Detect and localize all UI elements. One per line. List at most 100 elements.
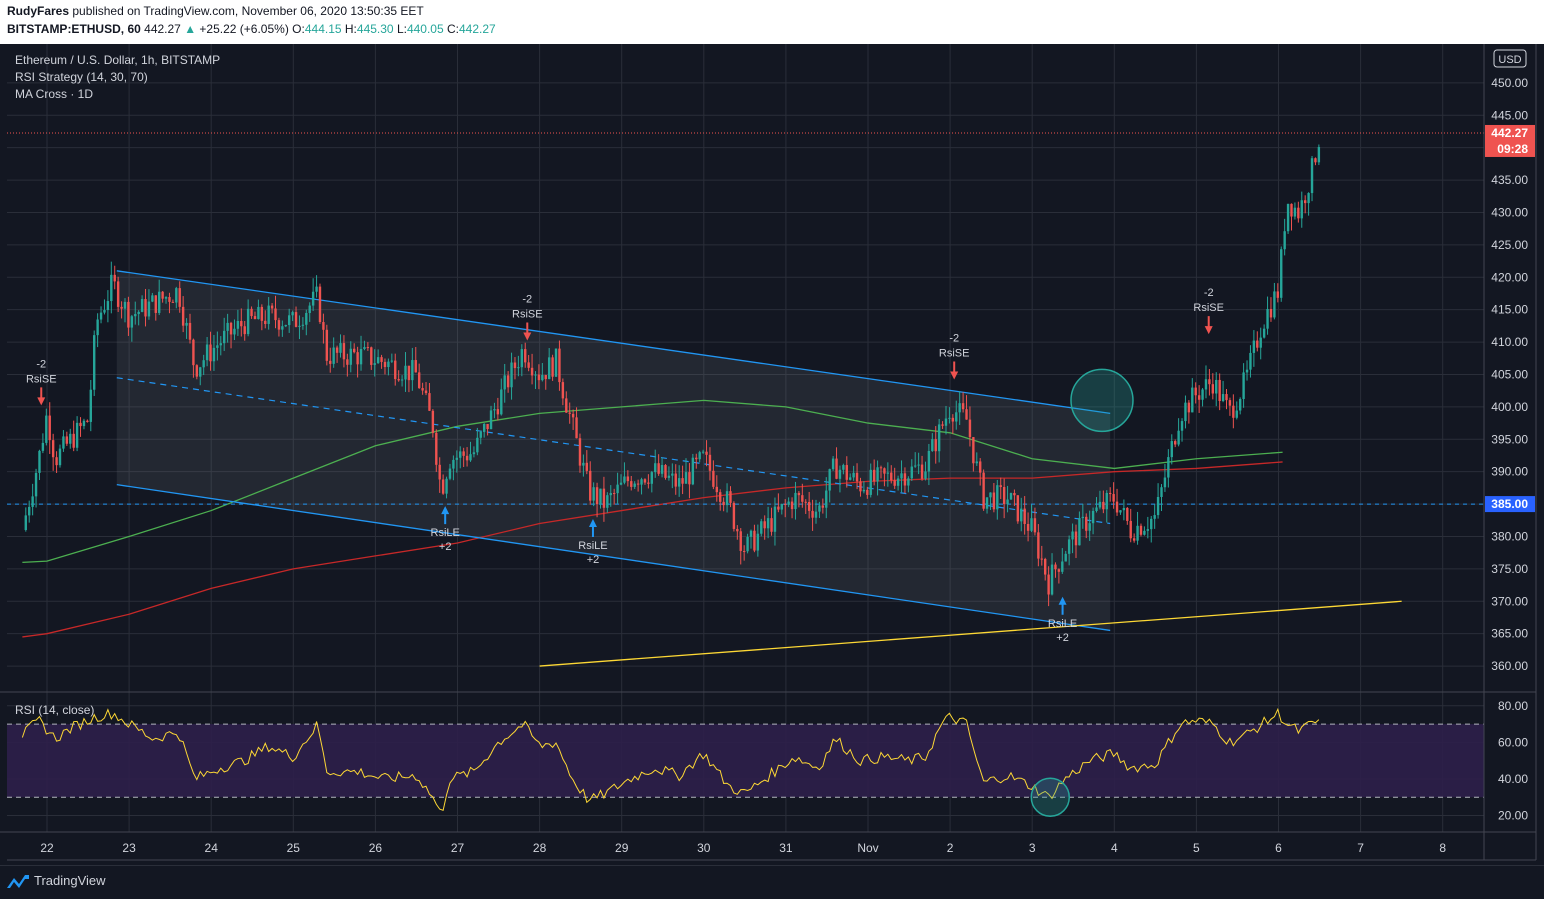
candle-body (1249, 352, 1252, 370)
candle-body (144, 299, 147, 317)
price-chart[interactable]: -2 RsiSE RsiLE +2 -2 RsiSE RsiLE +2 -2 RsiSE RsiLE… (0, 44, 1544, 865)
candle-body (414, 360, 417, 373)
candle-body (825, 490, 828, 508)
candle-body (541, 375, 544, 381)
candle-body (965, 409, 968, 420)
candle-body (130, 316, 134, 328)
candle-body (1170, 441, 1173, 458)
candle-body (554, 348, 558, 377)
candle-body (1132, 538, 1136, 541)
signal-qty: +2 (439, 541, 452, 553)
candle-body (838, 469, 842, 479)
candle-body (1040, 558, 1043, 560)
candle-body (606, 495, 609, 508)
candle-body (99, 312, 103, 320)
chart-title: Ethereum / U.S. Dollar, 1h, BITSTAMP (15, 53, 221, 67)
candle-body (1067, 539, 1071, 554)
candle-body (804, 501, 807, 503)
candle-body (479, 431, 482, 438)
candle-body (277, 320, 281, 330)
candle-body (527, 362, 530, 368)
candle-body (411, 360, 414, 381)
candle-body (821, 505, 825, 508)
rsi-band (7, 724, 1484, 798)
candle-body (879, 467, 883, 469)
price-change: +25.22 (+6.05%) (199, 22, 289, 36)
symbol: BITSTAMP:ETHUSD, 60 (7, 22, 141, 36)
candle-body (75, 422, 79, 448)
candle-body (134, 314, 137, 317)
candle-body (301, 324, 305, 326)
x-tick-label: 27 (451, 841, 465, 855)
candle-body (240, 321, 243, 327)
signal-label: RsiLE (431, 527, 460, 539)
price-tick-label: 380.00 (1491, 529, 1528, 543)
candle-body (267, 305, 270, 324)
candle-body (233, 328, 236, 335)
candle-body (1160, 487, 1163, 497)
ma-legend[interactable]: MA Cross · 1D (15, 87, 94, 101)
candle-body (400, 379, 404, 381)
candle-body (424, 390, 428, 394)
candle-body (616, 484, 619, 494)
candle-body (428, 393, 431, 411)
candle-body (185, 322, 188, 326)
candle-body (1317, 147, 1321, 163)
brand-name[interactable]: TradingView (34, 873, 106, 888)
candle-body (246, 308, 250, 335)
candle-body (1043, 558, 1047, 575)
candle-body (561, 382, 565, 399)
candle-body (801, 495, 804, 502)
short-signal-arrow-icon (1204, 316, 1213, 335)
candle-body (763, 521, 766, 529)
rsi-tick-label: 40.00 (1498, 772, 1528, 786)
candle-body (510, 362, 513, 388)
candle-body (123, 301, 127, 309)
candle-body (524, 349, 527, 363)
candle-body (688, 472, 691, 485)
candle-body (1314, 158, 1317, 163)
candle-body (896, 478, 900, 486)
candle-body (236, 321, 240, 329)
candle-body (103, 310, 106, 313)
candle-body (171, 301, 175, 303)
candle-body (599, 488, 602, 505)
candle-body (746, 536, 749, 552)
candle-body (1259, 337, 1262, 348)
candle-body (585, 462, 589, 471)
price-tick-label: 390.00 (1491, 465, 1528, 479)
strategy-legend[interactable]: RSI Strategy (14, 30, 70) (15, 70, 148, 84)
candle-body (1197, 395, 1201, 400)
candle-body (578, 438, 582, 466)
candle-body (1139, 525, 1143, 535)
rsi-legend[interactable]: RSI (14, close) (15, 703, 95, 717)
signal-qty: -2 (949, 332, 959, 344)
candle-body (595, 487, 599, 505)
candle-body (1074, 531, 1078, 546)
candle-body (28, 506, 31, 516)
candle-body (565, 398, 568, 413)
candle-body (647, 482, 650, 484)
candle-body (1262, 328, 1266, 338)
footer: TradingView (0, 865, 1544, 899)
level-label: 385.00 (1491, 497, 1528, 511)
candle-body (192, 339, 195, 366)
candle-body (469, 454, 472, 461)
candle-body (503, 375, 506, 390)
candle-body (260, 306, 264, 321)
rsi-tick-label: 60.00 (1498, 735, 1528, 749)
candle-body (886, 472, 890, 474)
candle-body (732, 502, 736, 529)
candle-body (582, 462, 585, 466)
candle-body (205, 344, 209, 361)
candle-body (465, 455, 469, 461)
author-name[interactable]: RudyFares (7, 4, 70, 18)
candle-body (1153, 515, 1156, 519)
candle-body (55, 457, 58, 466)
rsi-tick-label: 80.00 (1498, 699, 1528, 713)
close-value: 442.27 (459, 22, 496, 36)
candle-body (209, 344, 212, 362)
signal-qty: +2 (1056, 632, 1069, 644)
candle-body (831, 458, 835, 470)
candle-body (329, 360, 332, 364)
